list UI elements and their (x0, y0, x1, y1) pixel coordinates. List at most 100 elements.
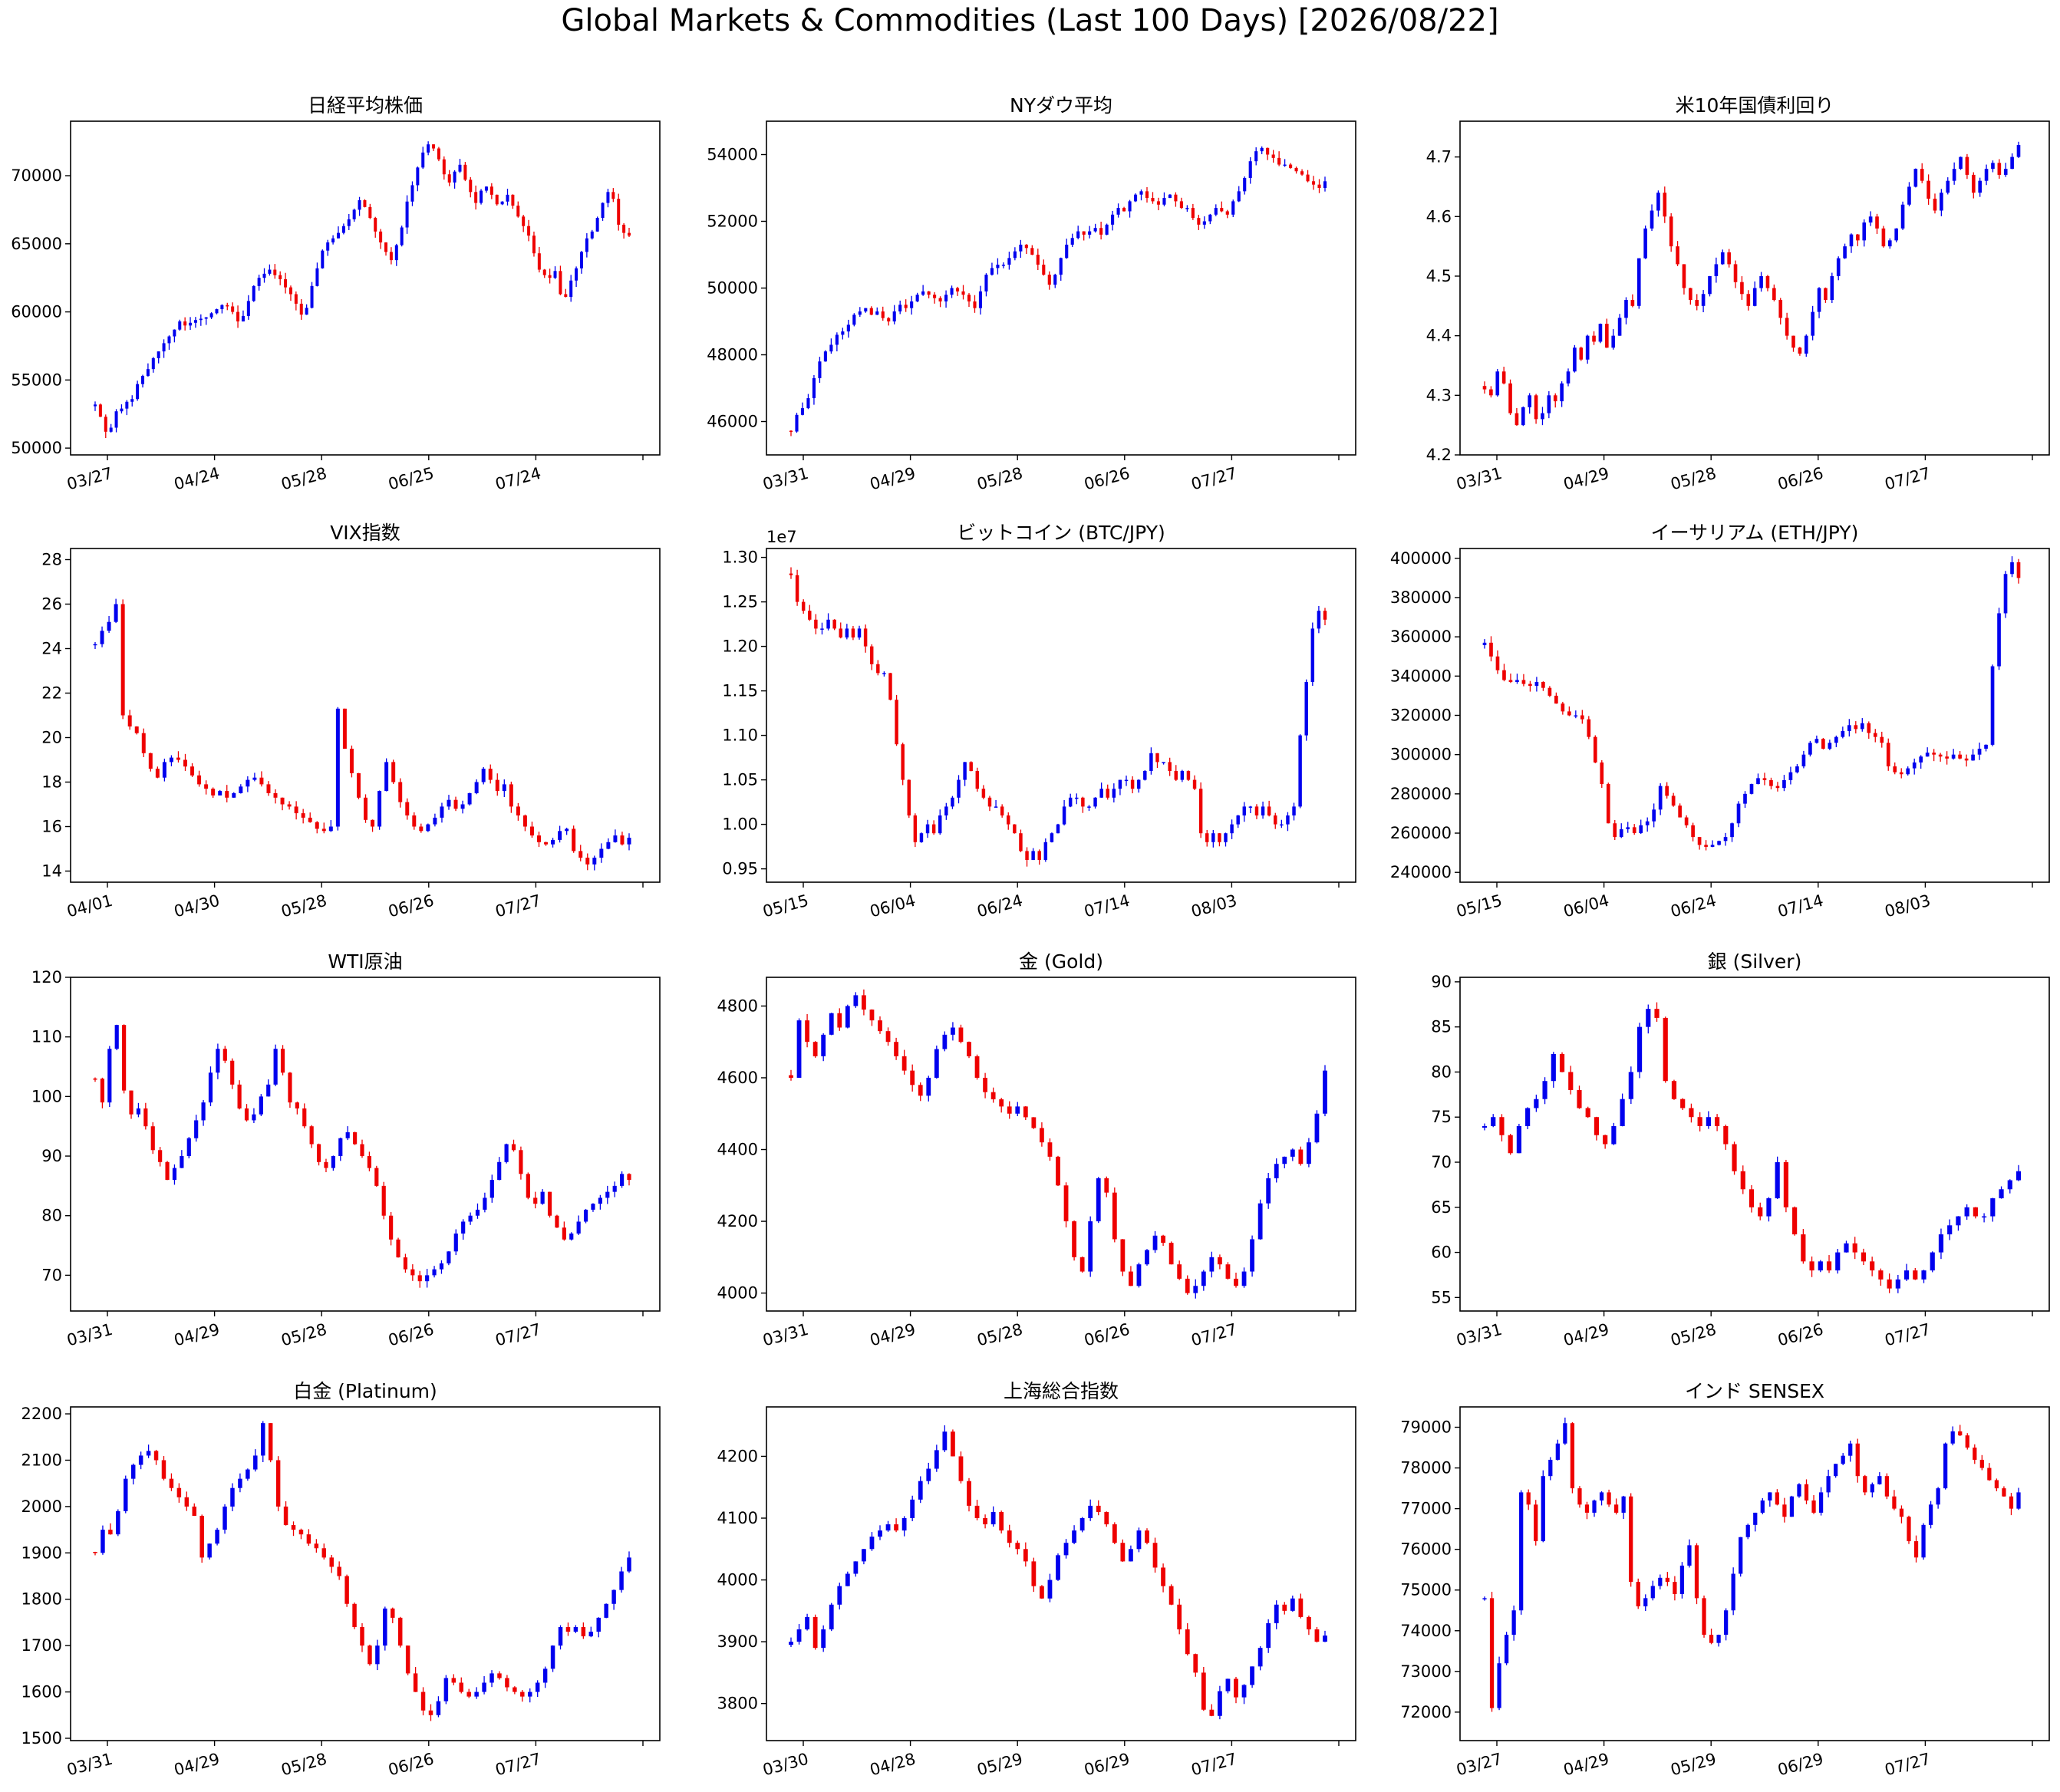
candle-body (93, 1552, 97, 1553)
candle-body (933, 295, 937, 298)
candle-body (109, 427, 113, 432)
candle-body (509, 784, 513, 807)
y-tick-label: 76000 (1400, 1540, 1452, 1559)
candle-body (209, 313, 213, 318)
candle-body (136, 1108, 141, 1115)
candle-body (287, 804, 292, 807)
candle-body (1534, 682, 1539, 687)
candle-body (295, 1102, 299, 1108)
candle-body (273, 269, 277, 275)
candle-body (1104, 1511, 1109, 1525)
candle-body (241, 315, 245, 321)
candle-body (1508, 383, 1512, 413)
candle-body (1740, 1171, 1745, 1190)
y-tick-label: 1600 (21, 1683, 62, 1701)
candle-body (1218, 833, 1221, 842)
candle-body (107, 621, 111, 631)
candle-body (1727, 252, 1731, 265)
candle-body (522, 216, 526, 226)
candle-body (157, 351, 160, 358)
candle-body (558, 1626, 563, 1646)
candle-body (926, 1468, 931, 1481)
chart-plot: 3800 3900 4000 4100 4200 03/30 04/28 05/29 06/29… (717, 1406, 1356, 1779)
candle-body (1237, 191, 1241, 202)
candle-body (397, 1617, 403, 1646)
candle-body (1145, 191, 1149, 199)
candle-body (1697, 1117, 1702, 1126)
candle-body (938, 298, 942, 301)
candle-body (1152, 1543, 1158, 1568)
candle-body (216, 1049, 220, 1073)
chart-panel: イーサリアム (ETH/JPY) 240000 260000 280000 300000… (1390, 518, 2050, 921)
candle-body (326, 242, 330, 251)
candle-body (1628, 1072, 1633, 1099)
candle-body (442, 159, 446, 175)
candle-body (432, 144, 436, 149)
candle-body (461, 1221, 466, 1234)
candle-body (907, 779, 911, 815)
candle-body (1733, 264, 1738, 282)
candle-body (98, 404, 102, 417)
candle-body (1947, 1225, 1953, 1235)
candle-body (1585, 1108, 1590, 1118)
chart-panel: 白金 (Platinum) 1500 1600 1700 1800 1900 2000 210… (21, 1376, 661, 1779)
candle-body (814, 619, 818, 629)
y-tick-label: 72000 (1400, 1703, 1452, 1721)
candle-body (881, 311, 885, 318)
candle-body (280, 1049, 285, 1073)
y-tick-label: 340000 (1390, 667, 1452, 685)
candle-body (1136, 779, 1141, 789)
candle-body (405, 802, 410, 815)
candle-body (1070, 238, 1074, 245)
candle-body (1769, 779, 1773, 786)
candle-body (910, 1499, 915, 1518)
candle-body (1913, 1270, 1918, 1280)
candle-body (338, 1138, 343, 1157)
y-tick-label: 1.10 (722, 726, 758, 745)
x-tick-label: 07/14 (1775, 891, 1825, 921)
candle-body (1007, 1106, 1012, 1114)
candle-body (885, 1524, 891, 1531)
candle-body (1717, 841, 1721, 845)
candle-body (453, 171, 456, 183)
candle-body (519, 1150, 523, 1174)
candle-body (396, 1239, 400, 1258)
candle-body (967, 295, 971, 301)
candle-body (1218, 1691, 1222, 1716)
candle-body (1798, 348, 1802, 354)
candle-body (1594, 1117, 1600, 1135)
candle-body (453, 799, 458, 809)
candle-body (869, 1010, 875, 1021)
axes-frame (1459, 1406, 2050, 1741)
candle-body (1689, 288, 1692, 301)
candle-body (405, 1645, 410, 1674)
candle-body (1862, 222, 1867, 241)
candle-body (1811, 311, 1814, 336)
candle-body (529, 826, 534, 836)
candle-body (353, 1132, 358, 1145)
candle-body (204, 784, 209, 789)
chart-panel: WTI原油 70 80 90 100 110 120 03/31 04/29 05/28 06/26… (31, 947, 661, 1349)
candle-body (1854, 725, 1858, 730)
candle-body (1007, 815, 1010, 825)
candle-body (1933, 198, 1937, 211)
chart-plot: 50000 55000 60000 65000 70000 03/27 04/24 05/28… (11, 120, 661, 493)
y-tick-label: 24 (41, 640, 62, 658)
candle-body (150, 1126, 155, 1151)
candles (93, 1421, 631, 1721)
candle-body (826, 619, 830, 629)
candle-body (1991, 163, 1995, 170)
y-tick-label: 80 (1431, 1062, 1452, 1081)
candle-body (2007, 1180, 2012, 1190)
candle-body (1307, 1142, 1311, 1164)
candle-body (344, 1576, 349, 1604)
candle-body (1671, 796, 1676, 806)
candle-body (1632, 827, 1636, 834)
candle-body (1990, 666, 1995, 745)
candle-body (1202, 221, 1206, 225)
candle-body (878, 1020, 882, 1032)
y-tick-label: 260000 (1390, 824, 1452, 842)
candle-body (1818, 1261, 1823, 1271)
candle-body (1186, 771, 1191, 780)
x-tick-label: 07/27 (1189, 1750, 1239, 1780)
